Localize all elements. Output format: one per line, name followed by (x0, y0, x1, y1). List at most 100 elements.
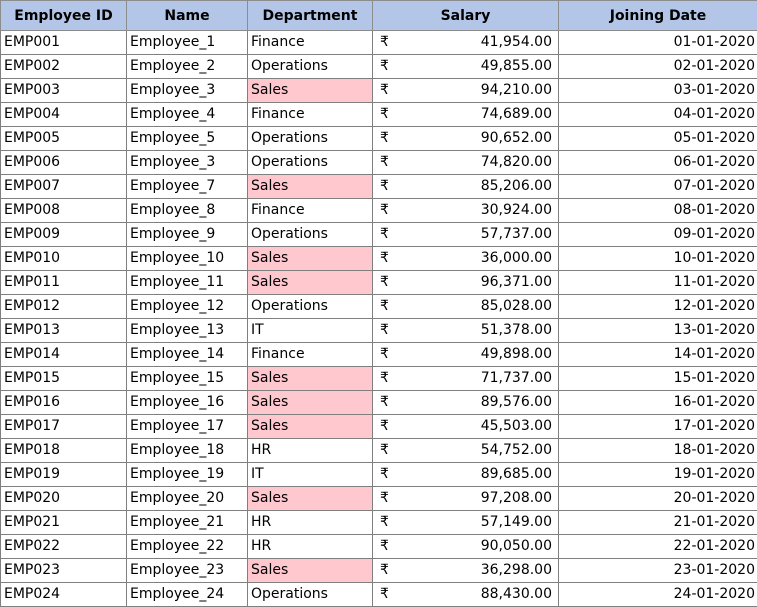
cell-currency-symbol[interactable]: ₹ (372, 582, 395, 607)
cell-name[interactable]: Employee_22 (126, 534, 248, 559)
cell-employee-id[interactable]: EMP021 (0, 510, 127, 535)
cell-joining-date[interactable]: 14-01-2020 (558, 342, 757, 367)
cell-department[interactable]: IT (247, 462, 373, 487)
cell-name[interactable]: Employee_11 (126, 270, 248, 295)
cell-currency-symbol[interactable]: ₹ (372, 414, 395, 439)
cell-joining-date[interactable]: 19-01-2020 (558, 462, 757, 487)
header-joining-date[interactable]: Joining Date (558, 0, 757, 31)
cell-name[interactable]: Employee_12 (126, 294, 248, 319)
cell-employee-id[interactable]: EMP023 (0, 558, 127, 583)
cell-employee-id[interactable]: EMP016 (0, 390, 127, 415)
cell-joining-date[interactable]: 02-01-2020 (558, 54, 757, 79)
cell-salary[interactable]: 85,028.00 (394, 294, 559, 319)
cell-salary[interactable]: 45,503.00 (394, 414, 559, 439)
cell-department[interactable]: Operations (247, 54, 373, 79)
cell-name[interactable]: Employee_2 (126, 54, 248, 79)
cell-department[interactable]: Operations (247, 582, 373, 607)
cell-name[interactable]: Employee_3 (126, 78, 248, 103)
cell-salary[interactable]: 89,685.00 (394, 462, 559, 487)
cell-salary[interactable]: 36,000.00 (394, 246, 559, 271)
cell-currency-symbol[interactable]: ₹ (372, 558, 395, 583)
cell-joining-date[interactable]: 24-01-2020 (558, 582, 757, 607)
cell-joining-date[interactable]: 13-01-2020 (558, 318, 757, 343)
cell-name[interactable]: Employee_4 (126, 102, 248, 127)
cell-department[interactable]: Sales (247, 366, 373, 391)
cell-employee-id[interactable]: EMP007 (0, 174, 127, 199)
cell-currency-symbol[interactable]: ₹ (372, 534, 395, 559)
cell-joining-date[interactable]: 05-01-2020 (558, 126, 757, 151)
cell-department[interactable]: Sales (247, 270, 373, 295)
cell-salary[interactable]: 41,954.00 (394, 30, 559, 55)
cell-employee-id[interactable]: EMP010 (0, 246, 127, 271)
cell-salary[interactable]: 96,371.00 (394, 270, 559, 295)
cell-joining-date[interactable]: 08-01-2020 (558, 198, 757, 223)
cell-salary[interactable]: 71,737.00 (394, 366, 559, 391)
cell-salary[interactable]: 57,737.00 (394, 222, 559, 247)
header-employee-id[interactable]: Employee ID (0, 0, 127, 31)
cell-department[interactable]: Sales (247, 174, 373, 199)
cell-currency-symbol[interactable]: ₹ (372, 30, 395, 55)
cell-employee-id[interactable]: EMP006 (0, 150, 127, 175)
cell-department[interactable]: Sales (247, 246, 373, 271)
cell-name[interactable]: Employee_21 (126, 510, 248, 535)
cell-joining-date[interactable]: 11-01-2020 (558, 270, 757, 295)
cell-joining-date[interactable]: 23-01-2020 (558, 558, 757, 583)
cell-name[interactable]: Employee_5 (126, 126, 248, 151)
cell-name[interactable]: Employee_18 (126, 438, 248, 463)
cell-name[interactable]: Employee_10 (126, 246, 248, 271)
cell-employee-id[interactable]: EMP004 (0, 102, 127, 127)
cell-currency-symbol[interactable]: ₹ (372, 54, 395, 79)
cell-salary[interactable]: 30,924.00 (394, 198, 559, 223)
cell-joining-date[interactable]: 16-01-2020 (558, 390, 757, 415)
cell-department[interactable]: Finance (247, 342, 373, 367)
cell-salary[interactable]: 57,149.00 (394, 510, 559, 535)
cell-employee-id[interactable]: EMP018 (0, 438, 127, 463)
cell-salary[interactable]: 74,820.00 (394, 150, 559, 175)
cell-department[interactable]: IT (247, 318, 373, 343)
cell-currency-symbol[interactable]: ₹ (372, 150, 395, 175)
cell-currency-symbol[interactable]: ₹ (372, 222, 395, 247)
cell-department[interactable]: HR (247, 534, 373, 559)
cell-employee-id[interactable]: EMP011 (0, 270, 127, 295)
cell-joining-date[interactable]: 01-01-2020 (558, 30, 757, 55)
cell-department[interactable]: HR (247, 438, 373, 463)
cell-joining-date[interactable]: 04-01-2020 (558, 102, 757, 127)
cell-employee-id[interactable]: EMP019 (0, 462, 127, 487)
header-department[interactable]: Department (247, 0, 373, 31)
cell-currency-symbol[interactable]: ₹ (372, 126, 395, 151)
cell-name[interactable]: Employee_20 (126, 486, 248, 511)
cell-name[interactable]: Employee_19 (126, 462, 248, 487)
cell-employee-id[interactable]: EMP022 (0, 534, 127, 559)
cell-department[interactable]: Sales (247, 486, 373, 511)
cell-joining-date[interactable]: 12-01-2020 (558, 294, 757, 319)
cell-salary[interactable]: 49,855.00 (394, 54, 559, 79)
cell-employee-id[interactable]: EMP015 (0, 366, 127, 391)
cell-department[interactable]: HR (247, 510, 373, 535)
cell-name[interactable]: Employee_13 (126, 318, 248, 343)
cell-name[interactable]: Employee_1 (126, 30, 248, 55)
cell-name[interactable]: Employee_3 (126, 150, 248, 175)
cell-department[interactable]: Sales (247, 414, 373, 439)
cell-currency-symbol[interactable]: ₹ (372, 78, 395, 103)
cell-currency-symbol[interactable]: ₹ (372, 198, 395, 223)
cell-department[interactable]: Operations (247, 150, 373, 175)
cell-currency-symbol[interactable]: ₹ (372, 318, 395, 343)
cell-salary[interactable]: 36,298.00 (394, 558, 559, 583)
cell-name[interactable]: Employee_24 (126, 582, 248, 607)
cell-joining-date[interactable]: 15-01-2020 (558, 366, 757, 391)
cell-salary[interactable]: 97,208.00 (394, 486, 559, 511)
cell-name[interactable]: Employee_8 (126, 198, 248, 223)
cell-name[interactable]: Employee_17 (126, 414, 248, 439)
cell-employee-id[interactable]: EMP001 (0, 30, 127, 55)
cell-currency-symbol[interactable]: ₹ (372, 246, 395, 271)
cell-joining-date[interactable]: 17-01-2020 (558, 414, 757, 439)
header-salary[interactable]: Salary (372, 0, 559, 31)
cell-joining-date[interactable]: 20-01-2020 (558, 486, 757, 511)
cell-currency-symbol[interactable]: ₹ (372, 438, 395, 463)
cell-employee-id[interactable]: EMP013 (0, 318, 127, 343)
cell-employee-id[interactable]: EMP014 (0, 342, 127, 367)
cell-currency-symbol[interactable]: ₹ (372, 486, 395, 511)
cell-department[interactable]: Sales (247, 558, 373, 583)
cell-currency-symbol[interactable]: ₹ (372, 102, 395, 127)
cell-salary[interactable]: 74,689.00 (394, 102, 559, 127)
